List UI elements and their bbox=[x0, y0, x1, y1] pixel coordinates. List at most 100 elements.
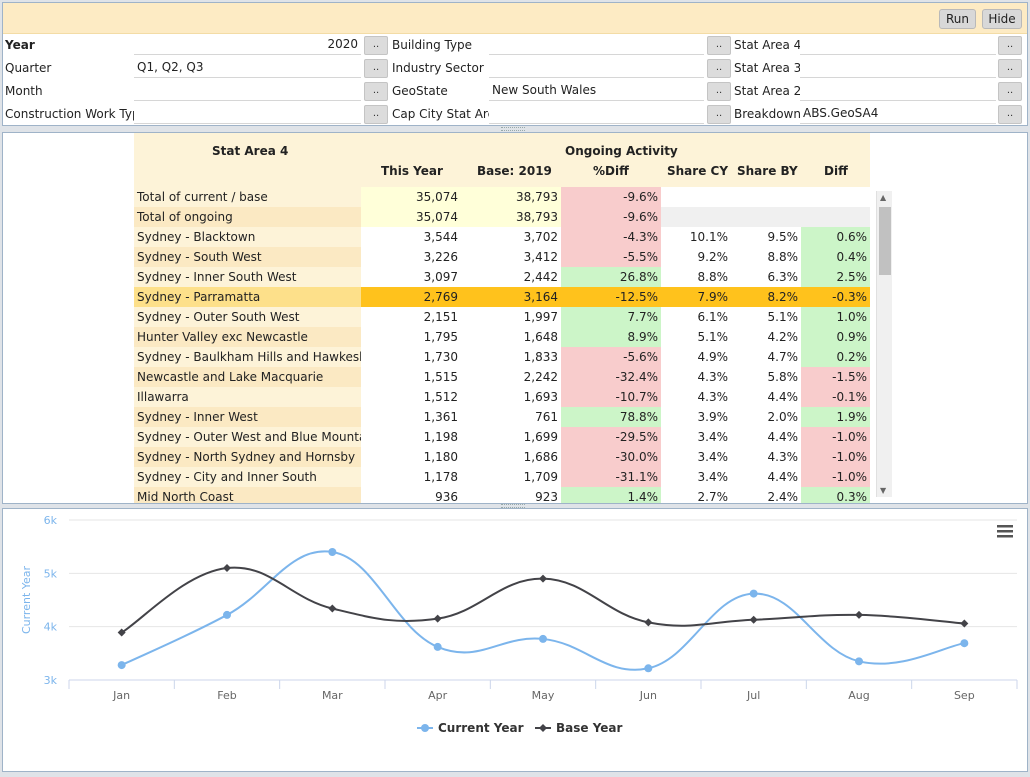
data-point-base-year[interactable] bbox=[749, 615, 758, 624]
hide-button[interactable]: Hide bbox=[982, 9, 1022, 29]
table-row[interactable]: Newcastle and Lake Macquarie 1,515 2,242 -3… bbox=[134, 367, 870, 387]
cell-name: Sydney - City and Inner South bbox=[134, 467, 361, 487]
cell-diff: 1.0% bbox=[801, 307, 870, 327]
cell-pct-diff: -29.5% bbox=[561, 427, 661, 447]
industry-sector-field[interactable] bbox=[489, 58, 704, 78]
table-row[interactable]: Sydney - Inner West 1,361 761 78.8% 3.9% 2.0%… bbox=[134, 407, 870, 427]
table-header: Stat Area 4 Ongoing Activity This Year B… bbox=[134, 133, 870, 187]
cell-diff: 1.9% bbox=[801, 407, 870, 427]
legend-marker-base-year[interactable] bbox=[539, 724, 547, 732]
cell-share-by: 8.8% bbox=[731, 247, 801, 267]
column-header-stat-area-4[interactable]: Stat Area 4 bbox=[212, 144, 289, 158]
hamburger-menu-icon[interactable] bbox=[997, 525, 1013, 538]
table-row[interactable]: Hunter Valley exc Newcastle 1,795 1,648 8.9… bbox=[134, 327, 870, 347]
table-row[interactable]: Sydney - Baulkham Hills and Hawkesbury1,… bbox=[134, 347, 870, 367]
cap-city-stat-area-field[interactable] bbox=[489, 104, 704, 124]
cell-this-year: 2,151 bbox=[361, 307, 461, 327]
cell-diff: 0.3% bbox=[801, 487, 870, 503]
table-row[interactable]: Total of current / base 35,074 38,793 -9.6% bbox=[134, 187, 870, 207]
data-point-current-year[interactable] bbox=[960, 639, 969, 648]
run-button[interactable]: Run bbox=[939, 9, 976, 29]
column-header-share-by[interactable]: Share BY bbox=[737, 164, 798, 178]
data-point-base-year[interactable] bbox=[223, 564, 231, 572]
stat-area-2-picker-button[interactable]: .. bbox=[998, 82, 1022, 101]
column-header-this-year[interactable]: This Year bbox=[381, 164, 443, 178]
table-row[interactable]: Illawarra 1,512 1,693 -10.7% 4.3% 4.4% -0.1% bbox=[134, 387, 870, 407]
cell-this-year: 35,074 bbox=[361, 207, 461, 227]
cap-city-stat-area-picker-button[interactable]: .. bbox=[707, 105, 731, 124]
data-point-current-year[interactable] bbox=[117, 661, 126, 670]
column-header-base[interactable]: Base: 2019 bbox=[477, 164, 552, 178]
splitter-handle-top[interactable] bbox=[501, 127, 525, 131]
stat-area-3-field[interactable] bbox=[800, 58, 996, 78]
stat-area-2-field[interactable] bbox=[800, 81, 996, 101]
table-row[interactable]: Sydney - Outer West and Blue Mountains 1,… bbox=[134, 427, 870, 447]
table-row[interactable]: Sydney - Inner South West 3,097 2,442 26.8%… bbox=[134, 267, 870, 287]
quarter-field[interactable]: Q1, Q2, Q3 bbox=[134, 58, 361, 78]
cell-base: 3,412 bbox=[461, 247, 561, 267]
cell-share-by: 8.2% bbox=[731, 287, 801, 307]
data-point-base-year[interactable] bbox=[433, 614, 442, 623]
cell-pct-diff: -9.6% bbox=[561, 187, 661, 207]
year-label: Year bbox=[5, 38, 35, 52]
breakdowns-field[interactable]: ABS.GeoSA4 bbox=[800, 104, 996, 124]
building-type-field[interactable] bbox=[489, 35, 704, 55]
breakdowns-label: Breakdowns bbox=[734, 107, 808, 121]
quarter-label: Quarter bbox=[5, 61, 52, 75]
data-point-current-year[interactable] bbox=[433, 642, 442, 651]
breakdowns-picker-button[interactable]: .. bbox=[998, 105, 1022, 124]
data-point-base-year[interactable] bbox=[644, 618, 653, 627]
scroll-down-arrow-icon[interactable]: ▼ bbox=[880, 486, 887, 495]
data-point-base-year[interactable] bbox=[117, 628, 126, 637]
data-point-base-year[interactable] bbox=[328, 604, 337, 613]
table-row[interactable]: Mid North Coast 936 923 1.4% 2.7% 2.4% 0.3% bbox=[134, 487, 870, 503]
table-row[interactable]: Sydney - South West 3,226 3,412 -5.5% 9.2% 8.… bbox=[134, 247, 870, 267]
scroll-up-arrow-icon[interactable]: ▲ bbox=[880, 193, 887, 202]
quarter-picker-button[interactable]: .. bbox=[364, 59, 388, 78]
year-picker-button[interactable]: .. bbox=[364, 36, 388, 55]
table-row[interactable]: Sydney - Outer South West 2,151 1,997 7.7% 6… bbox=[134, 307, 870, 327]
stat-area-4-field[interactable] bbox=[800, 35, 996, 55]
cell-diff: -0.3% bbox=[801, 287, 870, 307]
cell-this-year: 3,226 bbox=[361, 247, 461, 267]
legend-marker-current-year[interactable] bbox=[421, 724, 429, 732]
table-row[interactable]: Total of ongoing 35,074 38,793 -9.6% bbox=[134, 207, 870, 227]
table-row[interactable]: Sydney - City and Inner South 1,178 1,709-… bbox=[134, 467, 870, 487]
cell-pct-diff: -5.5% bbox=[561, 247, 661, 267]
scrollbar-thumb[interactable] bbox=[879, 207, 891, 275]
data-point-current-year[interactable] bbox=[644, 664, 653, 673]
industry-sector-picker-button[interactable]: .. bbox=[707, 59, 731, 78]
building-type-picker-button[interactable]: .. bbox=[707, 36, 731, 55]
construction-work-type-field[interactable] bbox=[134, 104, 361, 124]
column-header-share-cy[interactable]: Share CY bbox=[667, 164, 729, 178]
table-row[interactable]: Sydney - North Sydney and Hornsby 1,180 1,… bbox=[134, 447, 870, 467]
data-point-base-year[interactable] bbox=[539, 574, 547, 583]
table-row-selected[interactable]: Sydney - Parramatta 2,769 3,164 -12.5% 7.9% 8… bbox=[134, 287, 870, 307]
cell-this-year: 2,769 bbox=[361, 287, 461, 307]
data-point-current-year[interactable] bbox=[749, 589, 758, 598]
month-field[interactable] bbox=[134, 81, 361, 101]
stat-area-3-picker-button[interactable]: .. bbox=[998, 59, 1022, 78]
month-picker-button[interactable]: .. bbox=[364, 82, 388, 101]
stat-area-2-label: Stat Area 2 bbox=[734, 84, 802, 98]
cell-diff: -1.0% bbox=[801, 447, 870, 467]
table-row[interactable]: Sydney - Blacktown 3,544 3,702 -4.3% 10.1% 9.… bbox=[134, 227, 870, 247]
data-point-current-year[interactable] bbox=[855, 657, 863, 666]
geostate-field[interactable]: New South Wales bbox=[489, 81, 704, 101]
data-point-current-year[interactable] bbox=[223, 610, 231, 619]
table-scrollbar[interactable]: ▲ ▼ bbox=[876, 191, 892, 497]
data-point-current-year[interactable] bbox=[539, 634, 547, 643]
data-point-current-year[interactable] bbox=[328, 548, 337, 556]
data-point-base-year[interactable] bbox=[960, 619, 969, 628]
splitter-handle-bottom[interactable] bbox=[501, 504, 525, 508]
geostate-picker-button[interactable]: .. bbox=[707, 82, 731, 101]
data-point-base-year[interactable] bbox=[855, 610, 863, 619]
year-field[interactable]: 2020 bbox=[134, 35, 361, 55]
stat-area-4-picker-button[interactable]: .. bbox=[998, 36, 1022, 55]
cell-this-year: 3,544 bbox=[361, 227, 461, 247]
geostate-label: GeoState bbox=[392, 84, 448, 98]
construction-work-type-picker-button[interactable]: .. bbox=[364, 105, 388, 124]
column-header-pct-diff[interactable]: %Diff bbox=[593, 164, 629, 178]
cell-name: Total of current / base bbox=[134, 187, 361, 207]
column-header-diff[interactable]: Diff bbox=[824, 164, 848, 178]
